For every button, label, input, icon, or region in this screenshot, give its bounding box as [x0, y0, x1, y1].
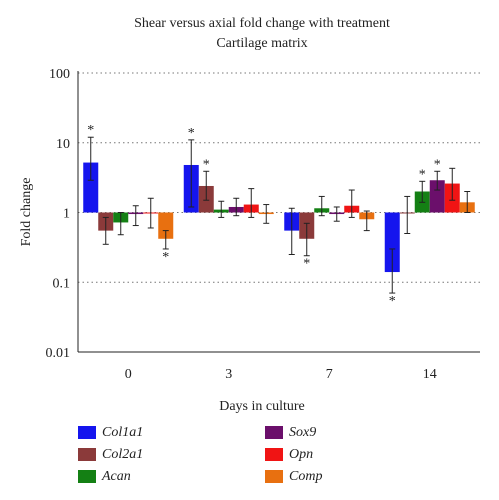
bar [83, 162, 99, 213]
chart-title: Shear versus axial fold change with trea… [134, 16, 390, 31]
significance-marker: * [419, 167, 426, 182]
x-tick-label: 14 [423, 367, 437, 382]
legend-swatch [78, 426, 96, 439]
legend-swatch [78, 470, 96, 483]
significance-marker: * [434, 157, 441, 172]
legend-swatch [265, 426, 283, 439]
legend-label: Acan [102, 469, 131, 484]
y-tick-label: 0.01 [46, 346, 71, 361]
significance-marker: * [303, 257, 310, 272]
chart-subtitle: Cartilage matrix [216, 36, 307, 51]
legend-swatch [78, 448, 96, 461]
significance-marker: * [389, 294, 396, 309]
y-tick-label: 10 [56, 137, 70, 152]
bar [158, 212, 174, 239]
legend-label: Comp [289, 469, 323, 484]
legend-label: Col2a1 [102, 447, 144, 462]
significance-marker: * [203, 157, 210, 172]
bar [429, 180, 445, 213]
x-axis-label: Days in culture [219, 399, 305, 414]
bar [384, 212, 400, 273]
legend-label: Sox9 [289, 425, 317, 440]
significance-marker: * [87, 123, 94, 138]
x-tick-label: 7 [326, 367, 333, 382]
significance-marker: * [188, 126, 195, 141]
legend-label: Col1a1 [102, 425, 144, 440]
y-axis-label: Fold change [19, 178, 34, 247]
plot-area: 0.01 0.1 1 10 100 0 * * 3 * * 7 * 14 * * * [46, 67, 480, 382]
y-tick-label: 100 [49, 67, 70, 82]
y-tick-label: 1 [63, 207, 70, 222]
legend-swatch [265, 470, 283, 483]
legend-label: Opn [289, 447, 314, 462]
significance-marker: * [162, 250, 169, 265]
y-tick-label: 0.1 [53, 276, 71, 291]
legend-swatch [265, 448, 283, 461]
x-tick-label: 3 [225, 367, 232, 382]
legend: Col1a1 Col2a1 Acan Sox9 Opn Comp [78, 424, 438, 494]
x-tick-label: 0 [125, 367, 132, 382]
